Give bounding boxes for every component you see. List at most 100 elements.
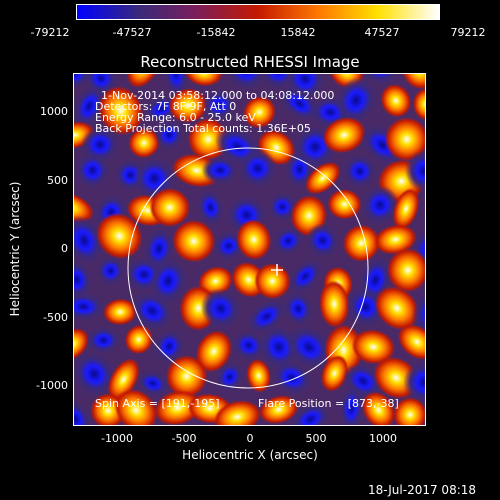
colorbar-tick: 47527 xyxy=(364,26,400,39)
x-tick: 1000 xyxy=(369,432,397,445)
colorbar-tick: -47527 xyxy=(112,26,152,39)
x-tick: -500 xyxy=(171,432,197,445)
colorbar-tick: -79212 xyxy=(30,26,70,39)
bright-feature xyxy=(149,188,190,227)
dark-feature xyxy=(339,385,364,426)
bright-feature xyxy=(412,88,426,121)
dark-feature xyxy=(232,330,266,361)
dark-feature xyxy=(196,189,225,226)
dark-feature xyxy=(73,215,105,265)
x-tick: -1000 xyxy=(101,432,133,445)
bright-feature xyxy=(246,359,271,393)
info-time: 1-Nov-2014 03:58:12.000 to 04:08:12.000 xyxy=(101,89,335,102)
bright-feature xyxy=(124,324,153,355)
bright-feature xyxy=(351,329,395,365)
bright-feature xyxy=(393,397,426,426)
y-tick: 0 xyxy=(61,242,68,255)
bright-feature xyxy=(73,328,89,361)
page-title: Reconstructed RHESSI Image xyxy=(140,53,360,71)
dark-feature xyxy=(267,192,297,222)
x-axis-label: Heliocentric X (arcsec) xyxy=(182,448,318,462)
colorbar-tick: -15842 xyxy=(196,26,236,39)
bright-feature xyxy=(126,73,160,88)
bright-feature xyxy=(374,224,417,255)
bright-feature xyxy=(319,280,350,328)
dark-feature xyxy=(73,73,93,89)
colorbar-tick: 79212 xyxy=(450,26,486,39)
bright-feature xyxy=(166,355,208,398)
dark-feature xyxy=(137,370,169,397)
dark-feature xyxy=(273,226,304,255)
dark-feature xyxy=(213,231,244,261)
dark-feature xyxy=(306,223,340,258)
bright-feature xyxy=(73,191,94,223)
dark-feature xyxy=(285,150,314,189)
dark-feature xyxy=(86,326,121,355)
y-tick: -1000 xyxy=(36,379,68,392)
flare-position-label: Flare Position = [873,-38] xyxy=(258,397,399,410)
dark-feature xyxy=(73,351,116,397)
bright-feature xyxy=(362,391,396,426)
colorbar xyxy=(76,4,440,20)
dark-feature xyxy=(238,148,278,188)
dark-feature xyxy=(200,288,242,330)
bright-feature xyxy=(327,189,362,220)
dark-feature xyxy=(272,360,312,396)
dark-feature xyxy=(75,152,110,189)
bright-feature xyxy=(172,220,216,263)
bright-feature xyxy=(305,162,341,195)
bright-feature xyxy=(259,395,299,424)
image-features xyxy=(73,73,426,426)
dark-feature xyxy=(148,258,188,304)
bright-feature xyxy=(168,88,208,123)
bright-feature xyxy=(128,127,160,158)
dark-feature xyxy=(73,260,93,299)
bright-feature xyxy=(392,188,420,230)
bright-feature xyxy=(254,263,291,300)
bright-feature xyxy=(195,330,232,373)
plot-frame xyxy=(73,73,426,426)
bright-feature xyxy=(397,324,426,360)
dark-feature xyxy=(163,73,189,99)
dark-feature xyxy=(403,360,426,404)
bright-feature xyxy=(103,298,138,326)
colorbar-tick: 15842 xyxy=(280,26,316,39)
date-stamp: 18-Jul-2017 08:18 xyxy=(368,483,477,497)
bright-feature xyxy=(96,212,143,260)
dark-feature xyxy=(73,84,106,128)
dark-feature xyxy=(288,259,322,294)
dark-feature xyxy=(131,291,174,331)
solar-limb xyxy=(127,147,369,389)
colorbar-gradient xyxy=(76,4,440,20)
bright-feature xyxy=(154,390,201,426)
y-tick: 1000 xyxy=(40,105,68,118)
dark-feature xyxy=(290,402,331,426)
dark-feature xyxy=(335,76,378,124)
dark-feature xyxy=(154,120,184,150)
bright-feature xyxy=(243,96,276,129)
y-tick: 500 xyxy=(47,174,68,187)
dark-feature xyxy=(202,89,236,121)
info-detectors: Detectors: 7F 8F 9F, Att 0 xyxy=(95,100,237,113)
bright-feature xyxy=(401,73,426,90)
bright-feature xyxy=(236,219,272,260)
y-axis-label: Heliocentric Y (arcsec) xyxy=(8,181,22,317)
dark-feature xyxy=(215,362,244,392)
crosshair-icon xyxy=(271,264,283,276)
bright-feature xyxy=(98,86,144,136)
dark-feature xyxy=(286,325,332,370)
dark-feature xyxy=(224,73,267,91)
dark-feature xyxy=(154,329,185,364)
dark-feature xyxy=(73,292,106,321)
y-tick: -500 xyxy=(43,311,68,324)
x-tick: 0 xyxy=(246,432,254,445)
dark-feature xyxy=(357,73,400,85)
dark-feature xyxy=(361,185,399,225)
bright-feature xyxy=(374,286,419,330)
bright-feature xyxy=(384,117,426,162)
dark-feature xyxy=(411,287,426,338)
info-energy: Energy Range: 6.0 - 25.0 keV xyxy=(95,111,256,124)
dark-feature xyxy=(201,155,239,185)
info-method: Back Projection Total counts: 1.36E+05 xyxy=(95,122,311,135)
dark-feature xyxy=(283,291,313,327)
